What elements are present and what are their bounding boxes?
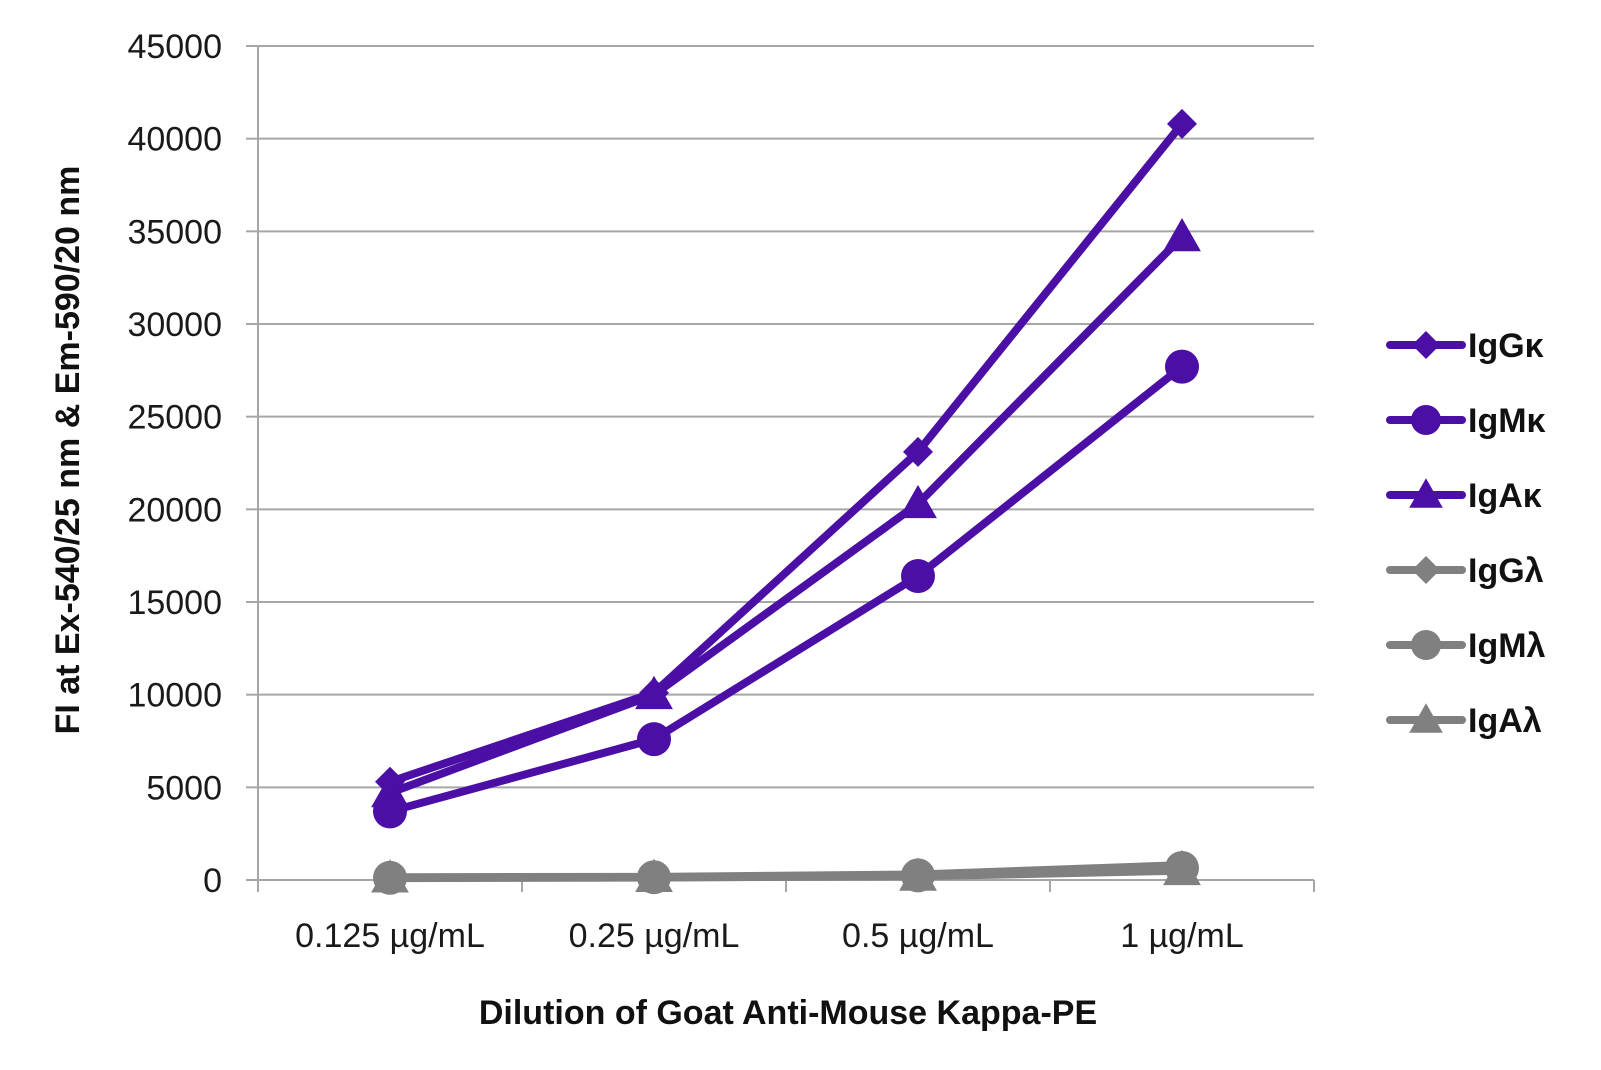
legend-label: IgGλ [1468,552,1544,590]
gridlines [258,45,1314,789]
x-tick-label: 1 µg/mL [1120,917,1244,955]
y-tick-label: 20000 [127,491,222,529]
x-tick-label: 0.5 µg/mL [842,917,994,955]
x-tick-labels: 0.125 µg/mL 0.25 µg/mL 0.5 µg/mL 1 µg/mL [295,917,1244,955]
data-point [1167,850,1197,881]
legend-swatch-marker [1412,331,1440,359]
y-tick-label: 30000 [127,306,222,344]
series-group [371,108,1201,895]
data-point [637,722,671,757]
legend-label: IgAκ [1468,477,1542,515]
y-tick-label: 5000 [146,769,222,807]
data-point [901,559,935,594]
legend-item: IgAλ [1386,702,1542,740]
x-tick-label: 0.125 µg/mL [295,917,485,955]
legend-label: IgMκ [1468,402,1546,440]
legend-swatch-marker [1409,478,1443,508]
data-point [639,677,669,708]
legend-item: IgAκ [1386,477,1542,515]
data-point [1165,349,1199,384]
series-0 [375,108,1197,797]
y-tick-label: 25000 [127,399,222,437]
legend-label: IgAλ [1468,702,1542,740]
series-3 [375,850,1197,893]
data-point [903,859,933,890]
series-line [386,232,1186,797]
series-1 [373,349,1199,829]
legend-label: IgGκ [1468,327,1544,365]
legend-item: IgGκ [1386,327,1544,365]
legend-swatch-marker [1409,703,1443,733]
legend-swatch-marker [1411,630,1441,660]
series-line [386,861,1186,882]
y-tick-labels: 0 5000 10000 15000 20000 25000 30000 35000 40000… [127,28,222,900]
legend-item: IgMλ [1386,627,1546,665]
data-point [375,862,405,893]
legend-swatch-marker [1411,405,1441,435]
axes [246,45,1315,892]
x-tick-label: 0.25 µg/mL [569,917,740,955]
x-axis-title: Dilution of Goat Anti-Mouse Kappa-PE [479,994,1097,1032]
data-point [899,484,937,519]
y-tick-label: 35000 [127,213,222,251]
series-line [386,119,1186,786]
y-tick-label: 40000 [127,121,222,159]
y-tick-label: 45000 [127,28,222,66]
data-point [1163,217,1201,252]
legend-item: IgGλ [1386,552,1544,590]
data-point [639,861,669,892]
data-point [1167,108,1197,139]
y-axis-title: FI at Ex-540/25 nm & Em-590/20 nm [49,166,87,735]
legend-swatch-marker [1412,556,1440,584]
legend-label: IgMλ [1468,627,1546,665]
series-line [386,362,1186,816]
data-point [375,766,405,797]
y-tick-label: 0 [203,862,222,900]
legend-item: IgMκ [1386,402,1546,440]
y-tick-label: 10000 [127,677,222,715]
series-2 [371,217,1201,808]
y-tick-label: 15000 [127,584,222,622]
data-point [903,436,933,467]
data-point [373,794,407,829]
legend: IgGκ IgMκ IgAκ IgGλ IgMλ IgAλ [1386,327,1546,740]
